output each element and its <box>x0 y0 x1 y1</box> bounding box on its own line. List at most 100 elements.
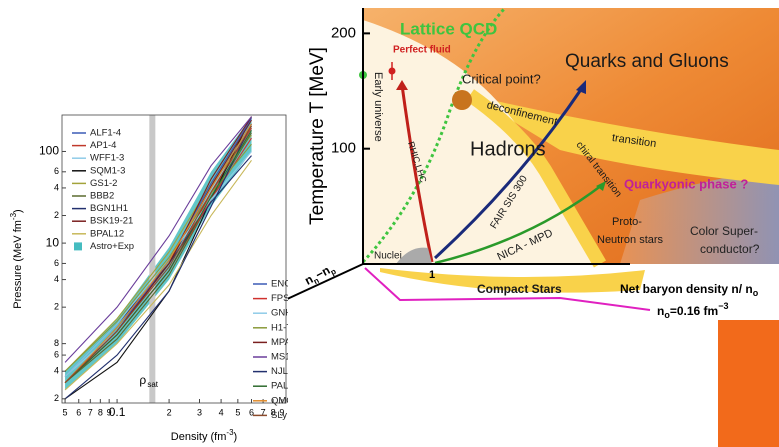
transition-band <box>470 95 779 185</box>
hadron-edge <box>465 89 607 268</box>
x-tick-label: 6 <box>76 407 81 417</box>
x-tick-label: 0.1 <box>109 405 126 419</box>
x-label-part: -3 <box>226 428 234 437</box>
legend-label: QMC <box>271 395 293 406</box>
orange-block <box>718 320 779 447</box>
legend-label: FPS <box>271 293 289 304</box>
band <box>65 116 252 390</box>
y-label-part: -3 <box>9 212 18 220</box>
diagram-label: Color Super- <box>690 224 758 238</box>
y-tick-label: 6 <box>54 166 59 176</box>
x-label-part: Net baryon density n/ n <box>620 282 753 296</box>
y-axis-label: Temperature T [MeV] <box>307 47 328 225</box>
n0-part: n <box>657 304 664 318</box>
x-tick-label: 3 <box>197 407 202 417</box>
y-label-part: Pressure (MeV fm <box>12 220 24 309</box>
x-tick-label: 7 <box>261 407 266 417</box>
legend-label: ALF1-4 <box>90 128 121 139</box>
diagram-label: conductor? <box>700 242 760 256</box>
eos-curve <box>64 160 252 391</box>
legend-clip: SLy <box>253 410 287 421</box>
legend-label: BSK19-21 <box>90 216 133 227</box>
y-tick-label: 2 <box>54 210 59 220</box>
y-tick-label: 2 <box>54 302 59 312</box>
diagram-label: Critical point? <box>462 71 541 86</box>
iso-part: −n <box>313 263 332 282</box>
y-axis-label: Pressure (MeV fm-3) <box>9 209 24 308</box>
x-tick-label: 9 <box>107 407 112 417</box>
y-tick-label: 6 <box>54 349 59 359</box>
eos-curve <box>64 130 252 384</box>
diagram-label: Proto- <box>612 216 642 228</box>
y-tick-label: 4 <box>54 182 59 192</box>
diagram-label: Quarks and Gluons <box>565 51 729 72</box>
annotation-sub: sat <box>147 380 158 389</box>
x-tick-label: 5 <box>63 407 68 417</box>
legend-label: PAL6 <box>271 381 294 392</box>
plot-area <box>64 115 253 403</box>
fair-arrow <box>433 87 584 260</box>
legend-label: ENG <box>271 279 292 290</box>
legend-clip: ENG <box>253 279 292 290</box>
diagram-label: Perfect fluid <box>393 45 451 56</box>
diagram-label: Hadrons <box>470 138 546 160</box>
legend-label: AP1-4 <box>90 140 116 151</box>
legend-label: H1-7 <box>271 322 292 333</box>
n0-part: o <box>664 310 670 320</box>
compact-band <box>380 268 645 293</box>
legend-label: BBB2 <box>90 191 114 202</box>
eos-curve <box>64 123 252 384</box>
legend-clip: MPA1 <box>253 337 296 348</box>
legend-label: WFF1-3 <box>90 153 124 164</box>
eos-curve <box>64 116 252 363</box>
y-tick-label: 4 <box>54 274 59 284</box>
x-tick-label: 5 <box>235 407 240 417</box>
x-tick-label: 4 <box>219 407 224 417</box>
legend-clip: GNH3 <box>253 308 297 319</box>
x-tick-label: 8 <box>98 407 103 417</box>
legend-label: GS1-2 <box>90 178 117 189</box>
iso-part: n <box>312 276 321 286</box>
diagram-label: Compact Stars <box>477 282 562 296</box>
y-tick-label: 100 <box>39 144 59 158</box>
legend-label: MS1-2 <box>271 352 299 363</box>
diagram-label: Nuclei <box>374 251 402 262</box>
y-tick-label: 200 <box>331 24 356 41</box>
diagram-label: Neutron stars <box>597 234 664 246</box>
y-tick-label: 6 <box>54 258 59 268</box>
n0-part: −3 <box>718 301 728 311</box>
n0-part: =0.16 fm <box>670 304 718 318</box>
diagram-label: Quarkyonic phase ? <box>624 176 748 191</box>
critical-point <box>452 90 472 110</box>
nica-arrow <box>434 184 603 265</box>
x-axis-label: Net baryon density n/ no <box>620 282 759 298</box>
legend-label: MPA1 <box>271 337 296 348</box>
legend-label: NJL <box>271 366 288 377</box>
legend-label: Astro+Exp <box>90 241 134 252</box>
legend-clip: H1-7 <box>253 322 292 333</box>
plot-frame <box>61 114 287 404</box>
arrow-head <box>576 80 586 94</box>
legend-label: GNH3 <box>271 308 297 319</box>
x-tick-label: 9 <box>279 407 284 417</box>
csc-region <box>620 170 779 264</box>
diagram-label: 1 <box>429 269 435 281</box>
y-tick-label: 8 <box>54 338 59 348</box>
y-tick-label: 100 <box>331 140 356 157</box>
legend-swatch <box>74 242 82 251</box>
diagram-label: Early universe <box>372 72 384 142</box>
y-tick-label: 2 <box>54 393 59 403</box>
iso-label: nn−np <box>302 261 337 290</box>
diagram-label: Lattice QCD <box>400 19 497 38</box>
iso-axis <box>284 263 364 301</box>
phase-diagram <box>284 6 779 311</box>
legend-label: BGN1H1 <box>90 203 128 214</box>
y-tick-label: 10 <box>46 235 60 249</box>
legend-clip: NJL <box>253 366 288 377</box>
rhic-arrow <box>400 84 434 263</box>
n0-label: no=0.16 fm−3 <box>657 301 728 320</box>
eos-curve <box>64 125 252 384</box>
x-label-part: ) <box>234 431 238 443</box>
lattice-curve <box>361 6 507 264</box>
